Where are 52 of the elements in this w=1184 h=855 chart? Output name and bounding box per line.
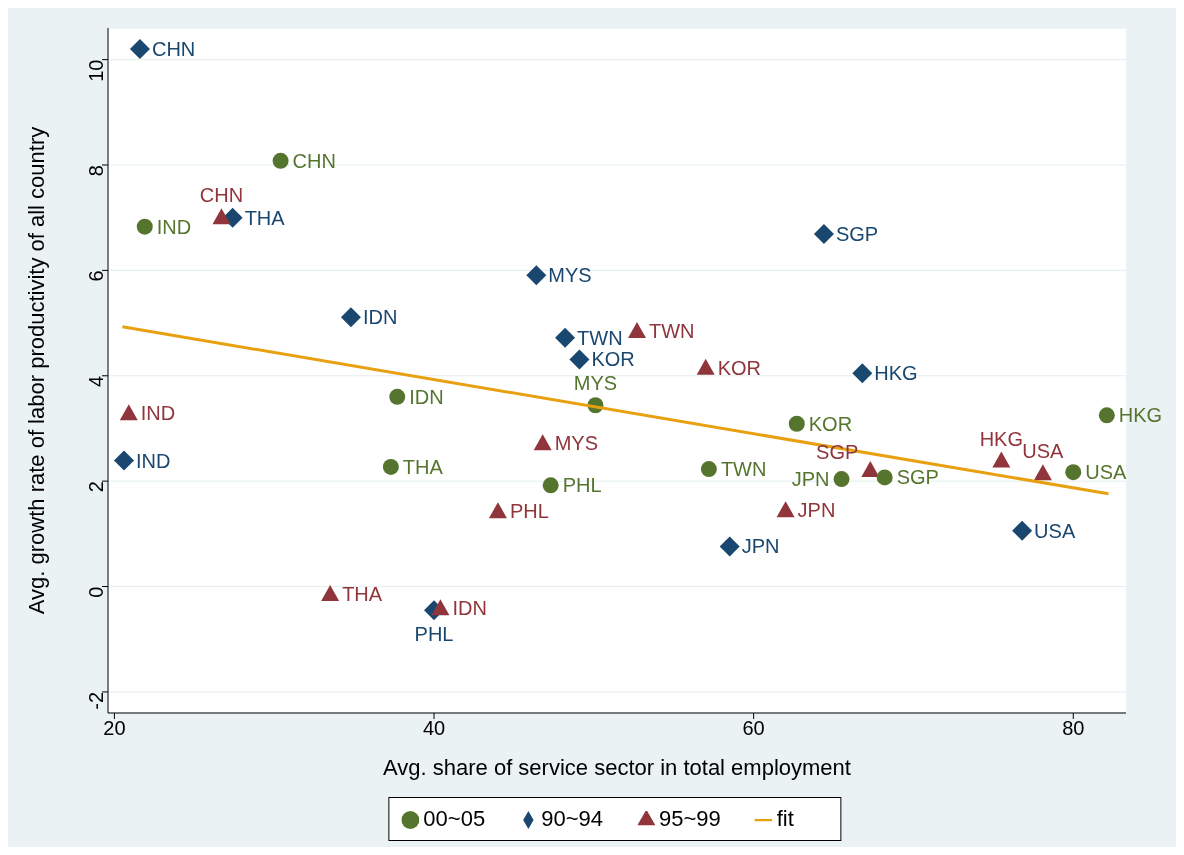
data-label: PHL [509, 500, 549, 523]
y-tick-label: 6 [85, 270, 108, 282]
data-label: JPN [791, 468, 830, 491]
data-label: USA [1085, 461, 1128, 484]
data-label: USA [1034, 519, 1076, 542]
legend-label: 95~99 [658, 806, 721, 831]
x-tick-label: 80 [1062, 717, 1085, 740]
data-label: TWN [720, 458, 767, 481]
data-label: KOR [717, 356, 762, 379]
data-label: SGP [896, 466, 939, 489]
data-label: IDN [362, 306, 398, 329]
data-label: CHN [292, 149, 336, 172]
data-label: MYS [554, 432, 599, 455]
y-axis-title: Avg. growth rate of labor productivity of all country [23, 126, 49, 615]
data-label: JPN [741, 535, 780, 558]
data-label: USA [1022, 440, 1065, 463]
data-label: IND [135, 449, 171, 472]
y-tick-label: 8 [85, 165, 108, 177]
data-label: KOR [591, 348, 635, 371]
x-tick-label: 40 [422, 717, 446, 740]
y-tick-label: 10 [85, 59, 108, 82]
data-label: PHL [562, 474, 602, 497]
data-label: JPN [797, 499, 836, 522]
data-label: IND [156, 215, 192, 238]
legend-label: 00~05 [423, 806, 486, 831]
data-label: THA [244, 206, 286, 229]
x-tick-label: 60 [742, 717, 765, 740]
data-label: PHL [414, 623, 454, 646]
data-label: THA [342, 582, 383, 605]
data-label: KOR [808, 412, 853, 435]
data-label: TWN [577, 326, 623, 349]
data-label: SGP [835, 223, 879, 246]
data-label: THA [402, 455, 444, 478]
y-tick-label: -2 [85, 691, 108, 710]
data-label: HKG [874, 362, 918, 385]
y-tick-label: 4 [85, 375, 108, 387]
data-label: HKG [1118, 404, 1163, 427]
data-label: TWN [648, 319, 695, 342]
data-label: CHN [151, 38, 196, 61]
x-tick-label: 20 [103, 717, 126, 740]
y-tick-label: 0 [85, 586, 108, 598]
x-axis-title: Avg. share of service sector in total employment [383, 755, 851, 780]
data-label: MYS [548, 264, 592, 287]
data-label: IDN [409, 385, 444, 408]
data-label: MYS [573, 372, 618, 395]
data-label: CHN [199, 184, 244, 207]
data-label: IDN [452, 597, 487, 620]
legend-label: 90~94 [541, 806, 603, 831]
legend-label: fit [776, 806, 794, 831]
data-label: IND [140, 402, 176, 425]
data-label: HKG [979, 427, 1024, 450]
y-tick-label: 2 [85, 481, 108, 493]
